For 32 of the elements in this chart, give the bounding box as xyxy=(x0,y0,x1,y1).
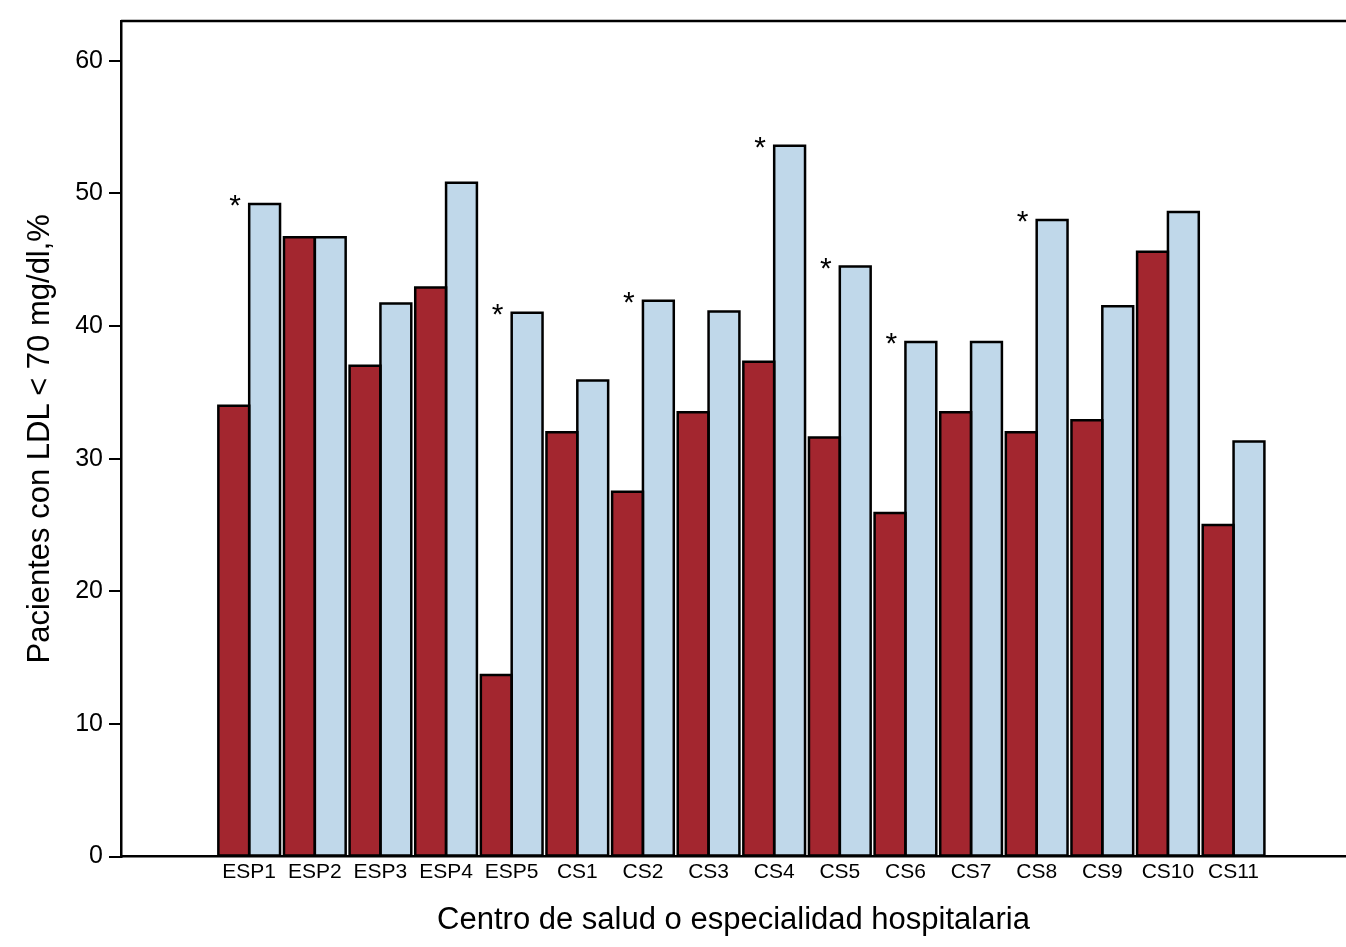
x-tick-label: CS9 xyxy=(1081,859,1123,882)
x-tick-label: CS2 xyxy=(622,859,664,882)
x-tick-label: CS1 xyxy=(556,859,598,882)
y-tick-label: 30 xyxy=(75,442,104,471)
annotation: * xyxy=(1016,204,1029,238)
y-tick-label: 0 xyxy=(89,840,104,869)
annotation: * xyxy=(885,326,898,360)
y-tick-label: 10 xyxy=(75,707,104,736)
annotation: * xyxy=(819,250,832,284)
x-tick-label: CS7 xyxy=(950,859,992,882)
x-tick-label: ESP4 xyxy=(419,859,474,882)
x-tick-label: CS8 xyxy=(1016,859,1058,882)
x-tick-label: ESP1 xyxy=(222,859,277,882)
y-axis-title: Pacientes con LDL < 70 mg/dl,% xyxy=(21,214,57,664)
annotation: * xyxy=(754,129,767,163)
x-tick-label: CS3 xyxy=(688,859,729,882)
annotation: * xyxy=(623,285,636,319)
x-tick-label: CS4 xyxy=(753,859,795,882)
x-tick-label: ESP5 xyxy=(484,859,539,882)
x-tick-label: CS6 xyxy=(885,859,926,882)
x-axis-title: Centro de salud o especialidad hospitalaria xyxy=(437,900,1031,936)
x-tick-label: ESP3 xyxy=(353,859,408,882)
x-tick-label: CS10 xyxy=(1141,859,1195,882)
annotation: * xyxy=(229,188,242,222)
y-tick-label: 60 xyxy=(75,44,104,73)
y-tick-label: 50 xyxy=(75,177,104,206)
x-tick-label: ESP2 xyxy=(287,859,342,882)
y-tick-label: 20 xyxy=(75,575,104,604)
x-tick-label: CS5 xyxy=(819,859,861,882)
y-tick-label: 40 xyxy=(75,309,104,338)
annotation: * xyxy=(491,297,504,331)
x-tick-label: CS11 xyxy=(1208,859,1260,882)
